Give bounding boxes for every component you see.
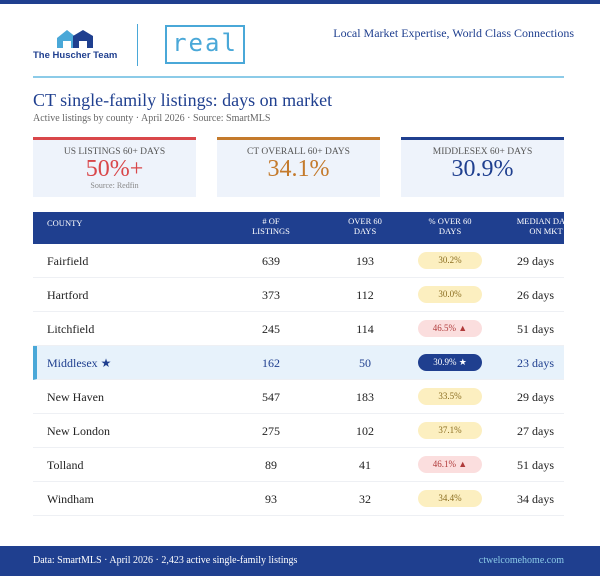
pct-badge: 33.5% [418,388,482,405]
rule [33,76,564,78]
cell: 639 [262,254,280,268]
cell: 112 [356,288,374,302]
pct-badge: 37.1% [418,422,482,439]
top-bar [0,0,600,4]
cell: 89 [265,458,277,472]
cell: Middlesex ★ [47,356,112,370]
column-header: MEDIAN DAYS ON MKT [516,216,564,236]
pct-badge: 34.4% [418,490,482,507]
cell: Windham [47,492,94,506]
card-label: MIDDLESEX 60+ DAYS [432,147,533,157]
cell: 114 [356,322,374,336]
cell: 26 days [517,288,554,302]
cell: 23 days [517,356,554,370]
cell: 50 [359,356,371,370]
table-row: New Haven 547 183 33.5% 29 days [33,380,564,414]
card-label: CT OVERALL 60+ DAYS [247,147,350,157]
table-row: Hartford 373 112 30.0% 26 days [33,278,564,312]
cell: 29 days [517,390,554,404]
table-row: Fairfield 639 193 30.2% 29 days [33,244,564,278]
table-row: New London 275 102 37.1% 27 days [33,414,564,448]
table-row: Tolland 89 41 46.1% ▲ 51 days [33,448,564,482]
pct-badge: 46.5% ▲ [418,320,482,337]
cell: 275 [262,424,280,438]
pct-badge: 30.2% [418,252,482,269]
table-row: Litchfield 245 114 46.5% ▲ 51 days [33,312,564,346]
cell: Tolland [47,458,84,472]
cell: 41 [359,458,371,472]
card-value: 30.9% [451,156,514,182]
cell: Fairfield [47,254,89,268]
cell: 193 [356,254,374,268]
cell: 29 days [517,254,554,268]
table-row: Windham 93 32 34.4% 34 days [33,482,564,516]
brand: The Huscher Team [33,50,118,61]
cell: New London [47,424,110,438]
table-row: Middlesex ★ 162 50 30.9% ★ 23 days [33,346,564,380]
column-header: % OVER 60 DAYS [428,216,472,236]
cell: 27 days [517,424,554,438]
cell: 51 days [517,458,554,472]
title: CT single-family listings: days on marke… [33,90,333,110]
stat-card: MIDDLESEX 60+ DAYS 30.9% [401,137,564,197]
cell: 162 [262,356,280,370]
pct-badge: 30.0% [418,286,482,303]
cell: 51 days [517,322,554,336]
cell: 245 [262,322,280,336]
cell: 547 [262,390,280,404]
partner-logo: real [165,25,245,64]
cell: 373 [262,288,280,302]
stat-card: US LISTINGS 60+ DAYS 50%+ Source: Redfin [33,137,196,197]
subtitle: Active listings by county · April 2026 ·… [33,113,271,124]
stat-card: CT OVERALL 60+ DAYS 34.1% [217,137,380,197]
column-header: OVER 60 DAYS [348,216,382,236]
cell: New Haven [47,390,104,404]
footer-site[interactable]: ctwelcomehome.com [478,555,564,566]
cell: Hartford [47,288,89,302]
divider [137,24,138,66]
column-header: COUNTY [47,218,83,228]
card-value: 50%+ [85,156,144,182]
card-value: 34.1% [267,156,330,182]
cell: 183 [356,390,374,404]
column-header: # OF LISTINGS [252,216,290,236]
footer-source: Data: SmartMLS · April 2026 · 2,423 acti… [33,555,298,566]
card-label: US LISTINGS 60+ DAYS [63,147,166,157]
cell: Litchfield [47,322,95,336]
pct-badge: 46.1% ▲ [418,456,482,473]
cell: 93 [265,492,277,506]
cell: 34 days [517,492,554,506]
cell: 32 [359,492,371,506]
cell: 102 [356,424,374,438]
footer: Data: SmartMLS · April 2026 · 2,423 acti… [0,546,600,576]
pct-badge: 30.9% ★ [418,354,482,371]
tagline: Local Market Expertise, World Class Conn… [333,26,574,40]
card-note: Source: Redfin [90,181,139,190]
brand-logo [57,30,93,48]
table-header: COUNTY # OF LISTINGS OVER 60 DAYS % OVER… [33,212,564,244]
